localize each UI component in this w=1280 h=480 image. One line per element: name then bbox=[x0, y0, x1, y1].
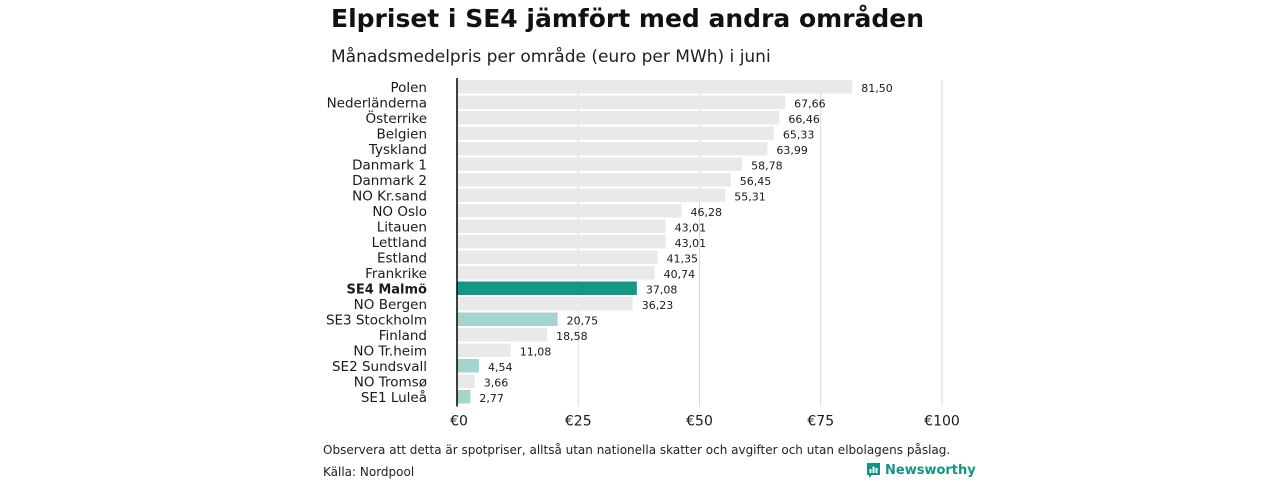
category-label: Nederländerna bbox=[327, 95, 427, 111]
value-label: 63,99 bbox=[776, 144, 808, 157]
bar bbox=[457, 266, 655, 280]
bar bbox=[457, 95, 786, 109]
bar bbox=[457, 80, 853, 94]
x-tick-label: €50 bbox=[686, 414, 713, 430]
bar bbox=[457, 111, 780, 125]
category-label: SE1 Luleå bbox=[361, 389, 427, 406]
category-label: NO Tr.heim bbox=[353, 343, 427, 359]
value-labels: 81,50 67,66 66,46 65,33 63,99 58,78 56,45 55,31… bbox=[479, 82, 892, 405]
category-label: NO Oslo bbox=[372, 204, 427, 220]
category-label: Finland bbox=[379, 328, 427, 344]
category-label: Estland bbox=[377, 250, 427, 266]
value-label: 66,46 bbox=[788, 113, 820, 126]
chart-title: Elpriset i SE4 jämfört med andra områden bbox=[331, 4, 925, 33]
footnote: Observera att detta är spotpriser, allts… bbox=[323, 443, 951, 457]
value-label: 20,75 bbox=[567, 314, 599, 327]
bar bbox=[457, 250, 658, 264]
value-label: 56,45 bbox=[740, 175, 772, 188]
chart-subtitle: Månadsmedelpris per område (euro per MWh… bbox=[331, 47, 771, 67]
bars bbox=[457, 80, 853, 404]
category-label: NO Kr.sand bbox=[352, 188, 427, 204]
value-label: 43,01 bbox=[675, 237, 707, 250]
brand-name: Newsworthy bbox=[885, 463, 976, 478]
bar bbox=[457, 219, 666, 233]
category-label: SE3 Stockholm bbox=[326, 312, 427, 328]
bar bbox=[457, 328, 548, 342]
value-label: 43,01 bbox=[675, 221, 707, 234]
bar bbox=[457, 142, 768, 156]
category-label: NO Bergen bbox=[354, 297, 427, 313]
value-label: 36,23 bbox=[642, 299, 674, 312]
newsworthy-logo-icon bbox=[866, 462, 881, 479]
category-label: SE4 Malmö bbox=[347, 282, 428, 297]
bar bbox=[457, 359, 480, 373]
bar bbox=[457, 173, 731, 187]
value-label: 11,08 bbox=[520, 345, 552, 358]
category-label: Belgien bbox=[377, 126, 428, 142]
source-note: Källa: Nordpool bbox=[323, 465, 415, 479]
x-tick-label: €100 bbox=[924, 414, 960, 430]
bar bbox=[457, 235, 666, 249]
value-label: 67,66 bbox=[794, 97, 826, 110]
value-label: 81,50 bbox=[861, 82, 893, 95]
brand-logo[interactable]: Newsworthy bbox=[866, 462, 976, 479]
x-tick-label: €0 bbox=[450, 414, 468, 430]
category-label: Tyskland bbox=[368, 142, 427, 158]
bar bbox=[457, 312, 558, 326]
value-label: 40,74 bbox=[664, 268, 696, 281]
category-labels: PolenNederländernaÖsterrikeBelgienTyskla… bbox=[326, 80, 427, 406]
category-label: NO Tromsø bbox=[354, 374, 427, 390]
x-axis-tick-labels: €0 €25 €50 €75 €100 bbox=[450, 414, 960, 430]
value-label: 41,35 bbox=[667, 252, 699, 265]
bar bbox=[457, 157, 743, 171]
bar bbox=[457, 343, 511, 357]
category-label: Danmark 1 bbox=[352, 157, 427, 173]
bar bbox=[457, 188, 726, 202]
bar bbox=[457, 374, 475, 388]
x-tick-label: €75 bbox=[807, 414, 834, 430]
category-label: Litauen bbox=[377, 219, 427, 235]
category-label: Danmark 2 bbox=[352, 173, 427, 189]
category-label: SE2 Sundsvall bbox=[332, 359, 427, 375]
value-label: 3,66 bbox=[484, 376, 509, 389]
value-label: 58,78 bbox=[751, 159, 783, 172]
category-label: Polen bbox=[390, 80, 427, 96]
bar bbox=[457, 297, 633, 311]
value-label: 65,33 bbox=[783, 128, 815, 141]
value-label: 2,77 bbox=[479, 392, 504, 405]
value-label: 37,08 bbox=[646, 283, 678, 296]
bar bbox=[457, 281, 637, 295]
bar bbox=[457, 390, 471, 404]
x-tick-label: €25 bbox=[565, 414, 592, 430]
category-label: Frankrike bbox=[365, 266, 427, 282]
category-label: Lettland bbox=[372, 235, 427, 251]
bar-chart: PolenNederländernaÖsterrikeBelgienTyskla… bbox=[326, 78, 960, 430]
category-label: Österrike bbox=[365, 109, 427, 127]
value-label: 4,54 bbox=[488, 361, 513, 374]
value-label: 18,58 bbox=[556, 330, 588, 343]
value-label: 46,28 bbox=[690, 206, 722, 219]
value-label: 55,31 bbox=[734, 190, 766, 203]
bar bbox=[457, 204, 682, 218]
bar bbox=[457, 126, 774, 140]
